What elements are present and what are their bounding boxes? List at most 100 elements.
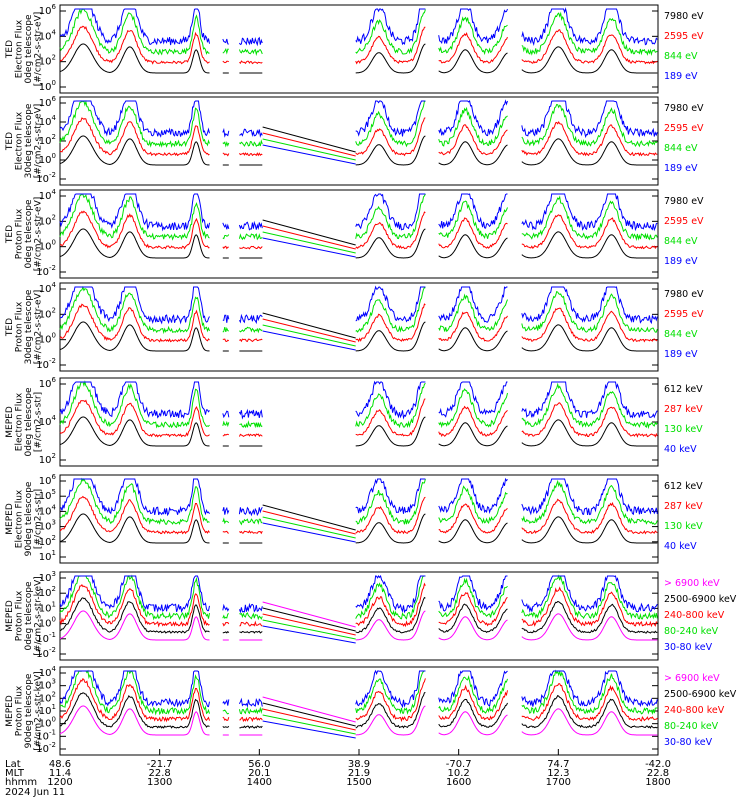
flux-trace bbox=[521, 11, 658, 57]
legend-label: 612 keV bbox=[664, 384, 703, 395]
legend-label: 844 eV bbox=[664, 236, 698, 247]
flux-trace bbox=[438, 519, 508, 544]
flux-trace bbox=[521, 478, 658, 516]
legend-label: > 6900 keV bbox=[664, 673, 720, 684]
gap-interpolation-line bbox=[262, 126, 356, 153]
legend-label: 40 keV bbox=[664, 444, 697, 455]
flux-trace bbox=[239, 139, 263, 147]
legend-label: 2595 eV bbox=[664, 216, 704, 227]
gap-interpolation-line bbox=[262, 219, 356, 246]
legend-label: 287 keV bbox=[664, 501, 703, 512]
y-tick-label: 101 bbox=[39, 549, 56, 563]
flux-trace bbox=[59, 477, 210, 525]
flux-trace bbox=[438, 675, 508, 714]
flux-trace bbox=[59, 100, 210, 138]
flux-trace bbox=[355, 669, 426, 709]
legend-label: 130 keV bbox=[664, 424, 703, 435]
flux-trace bbox=[438, 477, 508, 515]
flux-trace bbox=[438, 577, 508, 618]
legend-label: 7980 eV bbox=[664, 11, 704, 22]
flux-trace bbox=[239, 716, 263, 723]
x-tick-label: 11.4 bbox=[49, 768, 71, 779]
flux-trace bbox=[355, 9, 426, 55]
flux-trace bbox=[238, 518, 263, 526]
flux-trace bbox=[438, 99, 508, 137]
gap-interpolation-line bbox=[262, 510, 356, 535]
flux-trace bbox=[521, 479, 658, 525]
flux-trace bbox=[59, 416, 210, 447]
y-tick-label: 100 bbox=[39, 152, 56, 166]
flux-trace bbox=[355, 285, 426, 323]
flux-trace bbox=[355, 43, 426, 74]
flux-trace bbox=[222, 152, 230, 157]
flux-trace bbox=[438, 684, 508, 721]
x-tick-label: 1600 bbox=[446, 777, 471, 788]
flux-trace bbox=[59, 8, 210, 56]
flux-trace bbox=[355, 416, 426, 447]
gap-interpolation-line bbox=[262, 237, 356, 258]
x-tick-label: 48.6 bbox=[49, 759, 71, 770]
legend-label: 80-240 keV bbox=[664, 721, 719, 732]
flux-trace bbox=[59, 380, 210, 429]
flux-trace bbox=[521, 29, 658, 65]
y-tick-label: 104 bbox=[39, 665, 57, 679]
flux-trace bbox=[222, 60, 229, 64]
x-tick-label: 74.7 bbox=[547, 759, 569, 770]
flux-trace bbox=[239, 245, 263, 250]
flux-trace bbox=[222, 314, 230, 323]
y-axis-label: TEDProton Flux30deg telescope[#/cm2-s-st… bbox=[5, 289, 44, 364]
legend-label: 240-800 keV bbox=[664, 610, 725, 621]
flux-trace bbox=[239, 612, 263, 621]
flux-trace bbox=[222, 420, 230, 428]
y-tick-label: 102 bbox=[39, 133, 56, 147]
flux-trace bbox=[355, 705, 426, 736]
flux-trace bbox=[438, 293, 508, 333]
flux-trace bbox=[521, 138, 658, 166]
flux-trace bbox=[222, 222, 230, 230]
flux-trace bbox=[355, 496, 426, 535]
flux-trace bbox=[521, 670, 658, 708]
date-label: 2024 Jun 11 bbox=[5, 787, 65, 798]
flux-trace bbox=[521, 516, 658, 544]
y-tick-label: 104 bbox=[39, 503, 57, 517]
y-tick-label: 102 bbox=[39, 452, 56, 466]
footer-row-label: MLT bbox=[5, 768, 25, 779]
legend-label: 2595 eV bbox=[664, 309, 704, 320]
flux-trace bbox=[222, 613, 230, 620]
legend-label: 130 keV bbox=[664, 521, 703, 532]
x-tick-label: 1700 bbox=[546, 777, 571, 788]
flux-trace bbox=[239, 60, 263, 65]
legend-label: 2500-6900 keV bbox=[664, 594, 737, 605]
legend-label: 240-800 keV bbox=[664, 705, 725, 716]
panel-frame bbox=[59, 4, 659, 94]
flux-trace bbox=[521, 694, 658, 729]
flux-trace bbox=[521, 708, 658, 736]
flux-trace bbox=[438, 106, 508, 147]
flux-trace bbox=[521, 193, 658, 232]
gap-interpolation-line bbox=[262, 516, 356, 539]
y-tick-label: 104 bbox=[39, 281, 57, 295]
x-tick-label: 22.8 bbox=[647, 768, 669, 779]
flux-trace bbox=[355, 26, 426, 65]
flux-trace bbox=[59, 210, 210, 250]
x-tick-label: -21.7 bbox=[147, 759, 173, 770]
y-tick-label: 105 bbox=[39, 488, 56, 502]
time-axis-footer: LatMLThhmm48.611.41200-21.722.8130056.02… bbox=[5, 749, 671, 798]
y-tick-label: 100 bbox=[39, 239, 56, 253]
y-tick-label: 101 bbox=[39, 703, 56, 717]
x-tick-label: 56.0 bbox=[248, 759, 270, 770]
flux-trace bbox=[438, 698, 508, 728]
y-tick-label: 10-2 bbox=[36, 646, 56, 660]
panel-frame bbox=[59, 571, 659, 661]
flux-trace bbox=[59, 193, 210, 241]
flux-trace bbox=[521, 214, 658, 250]
y-tick-label: 103 bbox=[39, 678, 56, 692]
x-tick-label: 1300 bbox=[147, 777, 172, 788]
legend-label: 2500-6900 keV bbox=[664, 689, 737, 700]
flux-trace bbox=[355, 478, 426, 514]
